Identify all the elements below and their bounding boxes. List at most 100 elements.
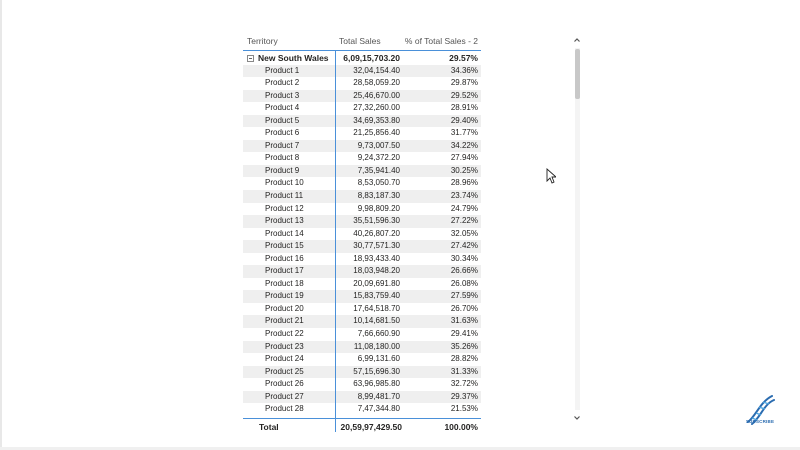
- product-pct: 29.87%: [450, 78, 478, 88]
- product-pct: 26.70%: [450, 303, 478, 313]
- product-sales: 35,51,596.30: [353, 216, 400, 226]
- group-row-new-south-wales[interactable]: New South Wales 6,09,15,703.20 29.57%: [243, 52, 481, 65]
- product-name: Product 25: [265, 366, 304, 376]
- table-row[interactable]: Product 21 10,14,681.50 31.63%: [243, 315, 481, 329]
- table-row[interactable]: Product 8 9,24,372.20 27.94%: [243, 152, 481, 165]
- table-row[interactable]: Product 3 25,46,670.00 29.52%: [243, 89, 481, 103]
- header-pct-total-sales[interactable]: % of Total Sales - 2: [404, 36, 478, 46]
- product-sales: 34,69,353.80: [353, 115, 400, 125]
- product-name: Product 1: [265, 65, 300, 75]
- product-sales: 7,47,344.80: [357, 404, 400, 414]
- product-sales: 8,83,187.30: [357, 191, 400, 201]
- table-row[interactable]: Product 2 28,58,059.20 29.87%: [243, 77, 481, 90]
- product-pct: 27.59%: [450, 291, 478, 301]
- header-territory[interactable]: Territory: [247, 36, 278, 46]
- table-row[interactable]: Product 18 20,09,691.80 26.08%: [243, 278, 481, 291]
- product-pct: 29.40%: [450, 115, 478, 125]
- total-divider: [243, 418, 481, 419]
- product-name: Product 21: [265, 316, 304, 326]
- scrollbar-thumb[interactable]: [575, 49, 580, 99]
- product-name: Product 10: [265, 178, 304, 188]
- product-sales: 57,15,696.30: [353, 366, 400, 376]
- table-row[interactable]: Product 28 7,47,344.80 21.53%: [243, 403, 481, 416]
- table-row[interactable]: Product 10 8,53,050.70 28.96%: [243, 177, 481, 190]
- table-row[interactable]: Product 27 8,99,481.70 29.37%: [243, 390, 481, 404]
- dna-icon[interactable]: [740, 392, 780, 428]
- product-name: Product 5: [265, 115, 300, 125]
- product-name: Product 7: [265, 140, 300, 150]
- table-row[interactable]: Product 23 11,08,180.00 35.26%: [243, 340, 481, 354]
- product-sales: 20,09,691.80: [353, 278, 400, 288]
- product-pct: 31.63%: [450, 316, 478, 326]
- product-name: Product 14: [265, 228, 304, 238]
- table-row[interactable]: Product 17 18,03,948.20 26.66%: [243, 265, 481, 278]
- table-row[interactable]: Product 12 9,98,809.20 24.79%: [243, 203, 481, 216]
- product-name: Product 16: [265, 253, 304, 263]
- table-row[interactable]: Product 6 21,25,856.40 31.77%: [243, 127, 481, 140]
- table-row[interactable]: Product 26 63,96,985.80 32.72%: [243, 378, 481, 391]
- collapse-icon[interactable]: [247, 55, 254, 62]
- product-name: Product 3: [265, 90, 300, 100]
- table-row[interactable]: Product 14 40,26,807.20 32.05%: [243, 228, 481, 241]
- table-row[interactable]: Product 7 9,73,007.50 34.22%: [243, 139, 481, 153]
- product-pct: 29.37%: [450, 391, 478, 401]
- product-name: Product 4: [265, 103, 300, 113]
- product-pct: 34.22%: [450, 140, 478, 150]
- product-sales: 8,99,481.70: [357, 391, 400, 401]
- table-row[interactable]: Product 19 15,83,759.40 27.59%: [243, 290, 481, 303]
- product-pct: 35.26%: [450, 341, 478, 351]
- product-name: Product 2: [265, 78, 300, 88]
- product-pct: 27.42%: [450, 241, 478, 251]
- table-row[interactable]: Product 13 35,51,596.30 27.22%: [243, 215, 481, 228]
- table-row[interactable]: Product 11 8,83,187.30 23.74%: [243, 190, 481, 203]
- product-pct: 26.08%: [450, 278, 478, 288]
- table-row[interactable]: Product 22 7,66,660.90 29.41%: [243, 328, 481, 341]
- product-sales: 6,99,131.60: [357, 354, 400, 364]
- table-row[interactable]: Product 16 18,93,433.40 30.34%: [243, 253, 481, 266]
- product-pct: 26.66%: [450, 266, 478, 276]
- product-name: Product 13: [265, 216, 304, 226]
- product-name: Product 27: [265, 391, 304, 401]
- product-sales: 9,73,007.50: [357, 140, 400, 150]
- product-pct: 32.72%: [450, 379, 478, 389]
- product-pct: 29.52%: [450, 90, 478, 100]
- product-name: Product 12: [265, 203, 304, 213]
- product-name: Product 11: [265, 191, 304, 201]
- product-pct: 23.74%: [450, 191, 478, 201]
- table-row[interactable]: Product 1 32,04,154.40 34.36%: [243, 64, 481, 78]
- scroll-down-icon[interactable]: [573, 414, 581, 422]
- product-sales: 15,83,759.40: [353, 291, 400, 301]
- table-row[interactable]: Product 4 27,32,260.00 28.91%: [243, 102, 481, 115]
- product-pct: 27.22%: [450, 216, 478, 226]
- canvas-bottom-edge: [0, 447, 800, 450]
- total-sales: 20,59,97,429.50: [340, 422, 402, 432]
- product-sales: 27,32,260.00: [353, 103, 400, 113]
- total-pct: 100.00%: [444, 422, 478, 432]
- product-name: Product 19: [265, 291, 304, 301]
- scroll-up-icon[interactable]: [573, 36, 581, 44]
- table-row[interactable]: Product 15 30,77,571.30 27.42%: [243, 240, 481, 253]
- table-row[interactable]: Product 25 57,15,696.30 31.33%: [243, 365, 481, 379]
- product-sales: 9,98,809.20: [357, 203, 400, 213]
- subscribe-label[interactable]: SUBSCRIBE: [745, 419, 775, 424]
- table-row[interactable]: Product 9 7,35,941.40 30.25%: [243, 164, 481, 178]
- product-pct: 30.34%: [450, 253, 478, 263]
- product-sales: 17,64,518.70: [353, 303, 400, 313]
- product-sales: 18,93,433.40: [353, 253, 400, 263]
- table-row[interactable]: Product 5 34,69,353.80 29.40%: [243, 114, 481, 128]
- table-row[interactable]: Product 24 6,99,131.60 28.82%: [243, 353, 481, 366]
- product-sales: 32,04,154.40: [353, 65, 400, 75]
- product-pct: 28.82%: [450, 354, 478, 364]
- scrollbar-track[interactable]: [575, 48, 580, 410]
- product-sales: 63,96,985.80: [353, 379, 400, 389]
- group-sales: 6,09,15,703.20: [343, 53, 400, 63]
- header-total-sales[interactable]: Total Sales: [339, 36, 381, 46]
- product-sales: 8,53,050.70: [357, 178, 400, 188]
- total-label: Total: [259, 422, 279, 432]
- total-row: Total 20,59,97,429.50 100.00%: [243, 420, 481, 434]
- product-name: Product 15: [265, 241, 304, 251]
- table-row[interactable]: Product 20 17,64,518.70 26.70%: [243, 303, 481, 316]
- product-sales: 7,66,660.90: [357, 329, 400, 339]
- product-pct: 21.53%: [450, 404, 478, 414]
- product-pct: 34.36%: [450, 65, 478, 75]
